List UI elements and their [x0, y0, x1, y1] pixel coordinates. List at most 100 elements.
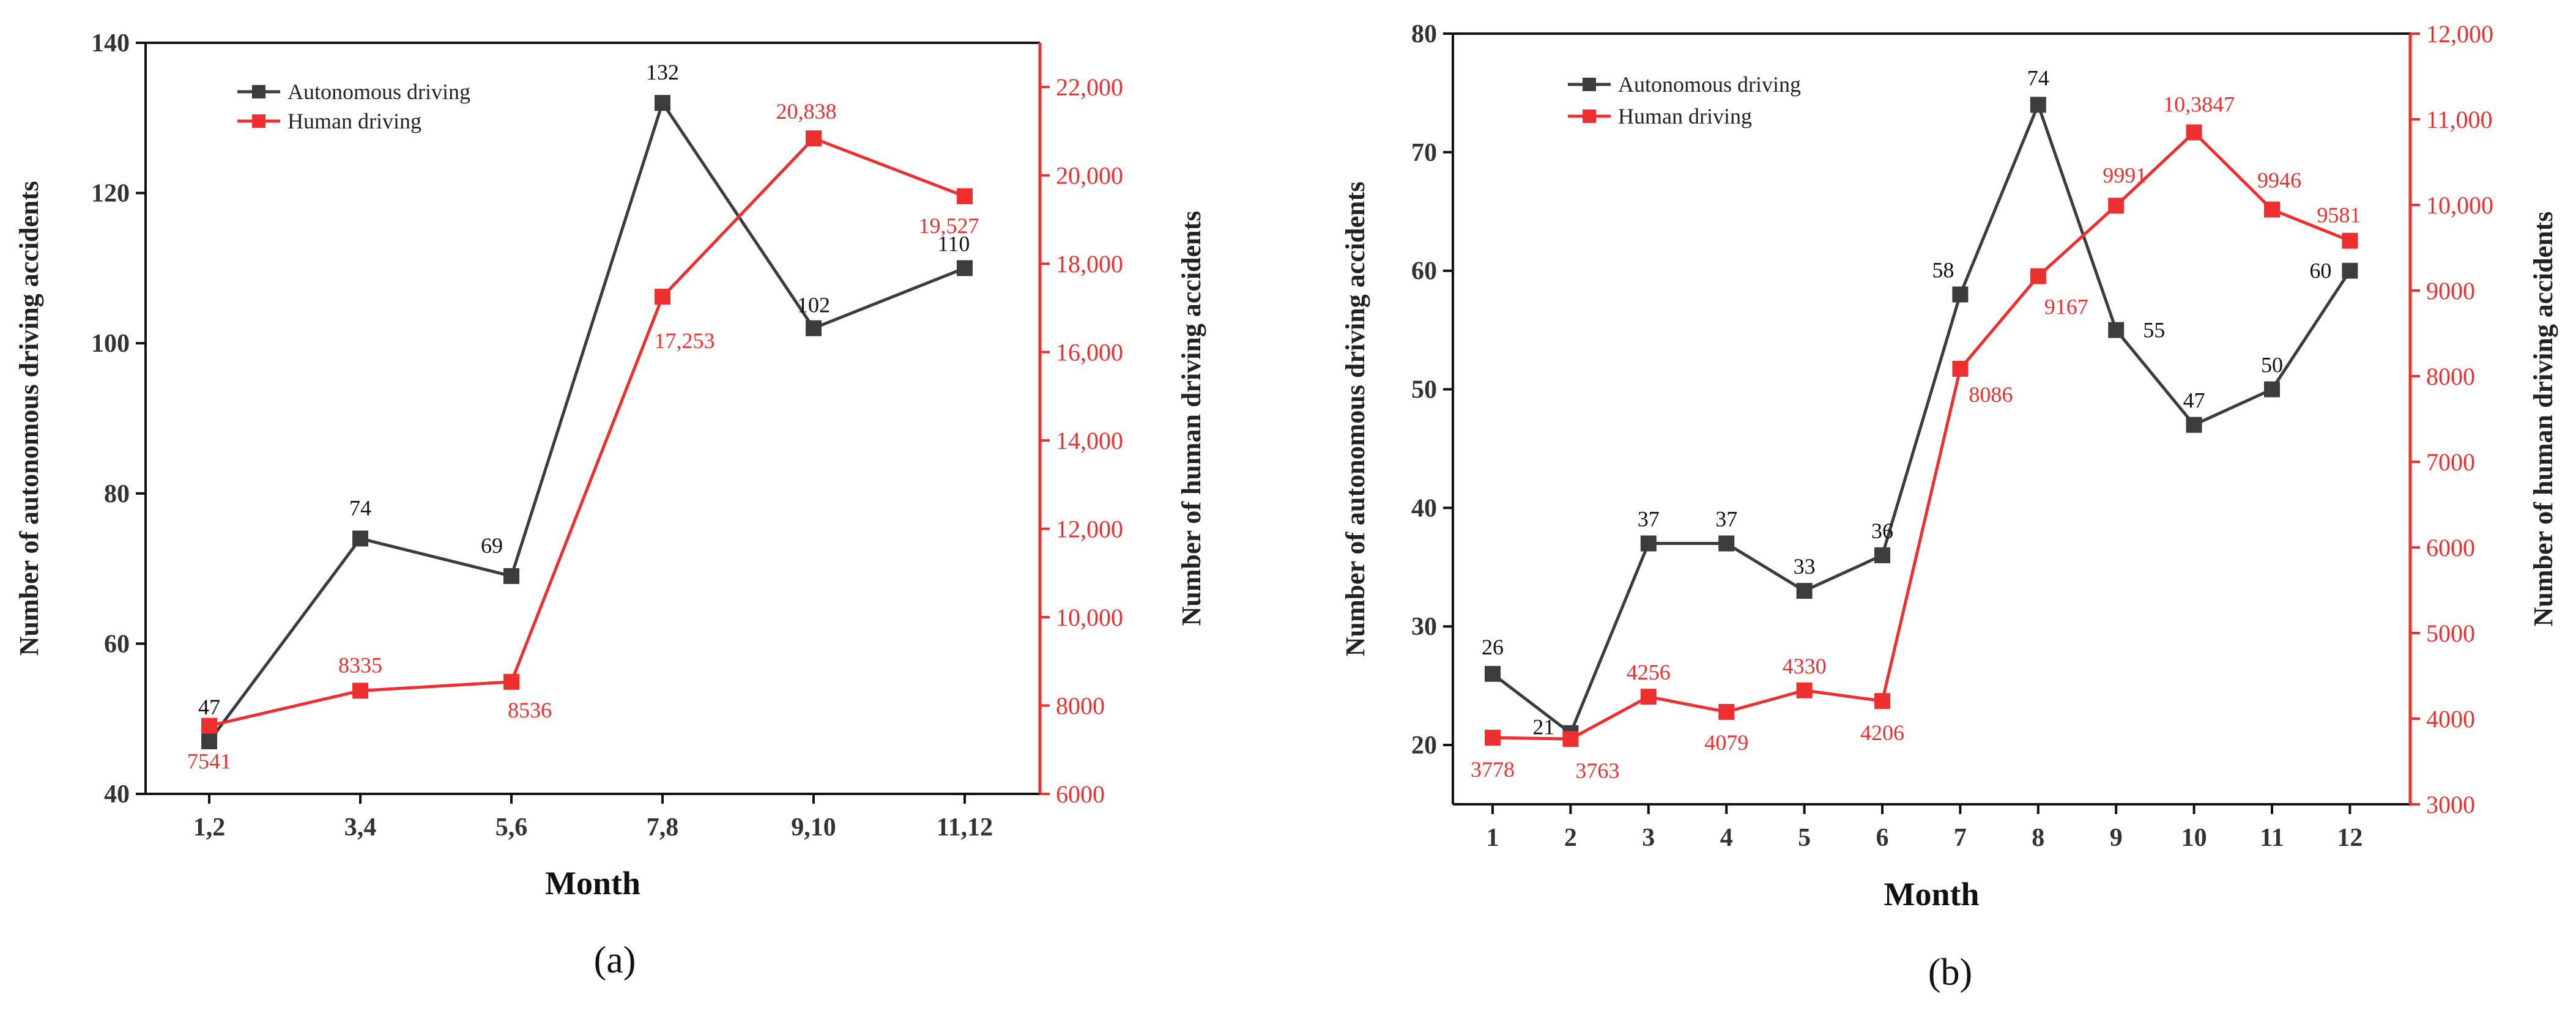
data-marker	[806, 130, 822, 147]
right-tick-label: 9000	[2426, 277, 2475, 305]
data-marker	[1718, 535, 1735, 552]
left-axis-title: Number of autonomous driving accidents	[1340, 182, 1370, 657]
data-marker	[1640, 535, 1657, 552]
legend-marker	[252, 85, 265, 98]
left-tick-label: 40	[1411, 494, 1437, 522]
series-human-driving: 7541 8335 8536 17,253 20,838 19,527	[187, 99, 979, 774]
data-label: 10,3847	[2163, 92, 2235, 116]
x-tick-label: 9,10	[791, 813, 836, 842]
data-label: 8536	[508, 698, 552, 722]
panel-label: (a)	[594, 939, 636, 981]
left-tick-label: 40	[104, 780, 130, 809]
data-marker	[1952, 286, 1969, 303]
series-autonomous-driving: 47 74 69 132 102 110	[198, 60, 973, 750]
x-tick-label: 9	[2110, 824, 2123, 852]
right-tick-label: 12,000	[1056, 516, 1123, 543]
right-tick-label: 10,000	[1056, 604, 1123, 631]
data-label: 36	[1871, 519, 1893, 543]
data-marker	[1562, 731, 1579, 747]
data-label: 132	[646, 60, 679, 84]
right-tick-label: 22,000	[1056, 73, 1123, 101]
data-marker	[1485, 730, 1501, 746]
data-label: 9946	[2257, 168, 2301, 193]
left-tick-label: 20	[1411, 731, 1437, 760]
data-marker	[1485, 665, 1501, 682]
data-label: 4256	[1627, 660, 1671, 684]
data-marker	[2108, 198, 2125, 214]
panel-label: (b)	[1928, 952, 1972, 993]
data-label: 4330	[1783, 654, 1827, 678]
data-label: 74	[349, 495, 371, 520]
data-marker	[957, 188, 973, 204]
x-tick-label: 6	[1876, 824, 1889, 852]
right-tick-label: 16,000	[1056, 339, 1123, 366]
x-tick-label: 2	[1564, 824, 1577, 852]
data-marker	[1718, 703, 1735, 720]
data-label: 3763	[1575, 758, 1619, 783]
legend-label: Autonomous driving	[1618, 72, 1801, 97]
data-label: 33	[1794, 554, 1816, 579]
data-label: 8086	[1969, 382, 2013, 407]
series-human-driving: 3778 3763 4256 4079 4330 4206 8086 9167 9991 10,3…	[1471, 92, 2361, 783]
x-tick-label: 11,12	[937, 813, 993, 842]
left-tick-label: 60	[1411, 257, 1437, 286]
legend-label: Human driving	[288, 109, 421, 133]
data-label: 74	[2027, 65, 2049, 90]
data-marker	[2342, 262, 2358, 279]
data-label: 37	[1715, 507, 1737, 531]
legend-marker	[252, 114, 265, 128]
left-tick-label: 60	[104, 630, 130, 658]
data-marker	[2108, 322, 2125, 338]
left-tick-label: 50	[1411, 376, 1437, 404]
x-tick-label: 8	[2032, 824, 2044, 852]
right-tick-label: 6000	[1056, 780, 1105, 808]
left-tick-label: 100	[91, 330, 130, 358]
data-label: 37	[1638, 507, 1660, 531]
x-axis-title: Month	[545, 865, 640, 902]
data-marker	[1874, 693, 1890, 709]
series-line	[207, 99, 965, 743]
data-label: 110	[938, 231, 970, 256]
left-axis-title: Number of autonomous driving accidents	[14, 181, 44, 656]
right-tick-label: 12,000	[2426, 20, 2493, 48]
data-marker	[352, 530, 368, 547]
data-marker	[2186, 124, 2202, 141]
data-marker	[655, 289, 670, 305]
x-tick-label: 10	[2181, 824, 2207, 852]
x-tick-label: 1,2	[193, 813, 226, 842]
data-marker	[1874, 547, 1890, 563]
left-tick-label: 30	[1411, 613, 1437, 641]
data-marker	[503, 568, 519, 584]
right-axis-title: Number of human driving accidents	[2528, 212, 2558, 627]
right-tick-label: 8000	[2426, 363, 2475, 390]
series-autonomous-driving: 26 21 37 37 33 36 58 74 55 47 50 60	[1482, 65, 2358, 741]
x-tick-label: 1	[1487, 824, 1499, 852]
data-marker	[1796, 583, 1813, 599]
data-label: 60	[2309, 259, 2331, 283]
data-label: 102	[797, 293, 830, 317]
right-tick-label: 14,000	[1056, 427, 1123, 454]
data-marker	[806, 320, 822, 336]
chart-panel-a: 40 60 80 100 120 140 6000 8000 10,000 12,000 14,00…	[14, 29, 1206, 981]
data-label: 9167	[2044, 295, 2088, 319]
data-marker	[1952, 360, 1969, 377]
x-tick-label: 3	[1642, 824, 1655, 852]
data-marker	[1640, 689, 1657, 705]
x-tick-label: 5	[1798, 824, 1811, 852]
x-axis-title: Month	[1884, 876, 1979, 913]
data-label: 47	[2183, 388, 2205, 413]
series-line	[1492, 130, 2351, 741]
data-marker	[201, 733, 217, 750]
chart-panel-b: 20 30 40 50 60 70 80 3000 4000 5000 6000 7000 8000 90…	[1340, 20, 2558, 993]
data-marker	[2030, 97, 2046, 113]
x-tick-label: 3,4	[344, 813, 377, 842]
data-label: 20,838	[776, 99, 837, 124]
data-marker	[2342, 232, 2358, 249]
data-label: 50	[2261, 353, 2283, 377]
right-tick-label: 11,000	[2426, 106, 2493, 133]
data-marker	[352, 683, 368, 699]
data-marker	[2264, 381, 2280, 398]
data-label: 9581	[2317, 203, 2361, 228]
series-line	[209, 136, 965, 728]
